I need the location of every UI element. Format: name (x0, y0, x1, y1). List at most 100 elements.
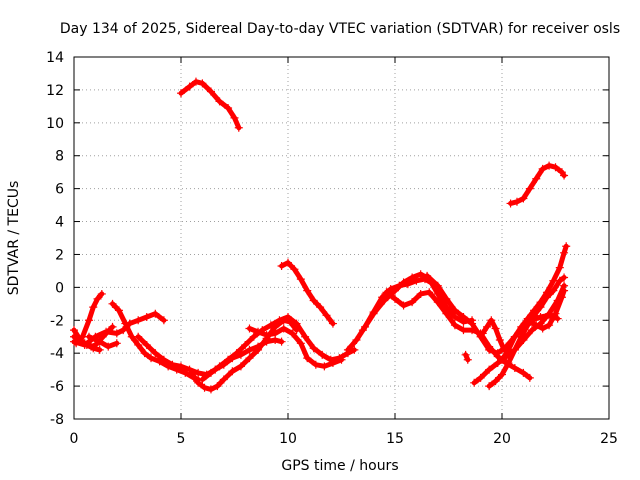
series-line (424, 273, 561, 356)
data-point-marker (224, 104, 233, 113)
data-point-marker (530, 306, 539, 315)
data-point-marker (245, 354, 254, 363)
series-arc23 (525, 286, 569, 333)
data-point-marker (290, 265, 299, 274)
data-point-marker (142, 312, 151, 321)
data-point-marker (408, 298, 417, 307)
data-point-marker (241, 340, 250, 349)
data-point-marker (134, 340, 143, 349)
data-point-marker (316, 303, 325, 312)
data-point-marker (303, 286, 312, 295)
data-point-marker (532, 174, 541, 183)
series-arc5 (84, 332, 121, 351)
x-tick-label: 20 (493, 431, 511, 447)
data-point-marker (545, 321, 554, 330)
data-point-marker (463, 355, 472, 364)
data-point-marker (108, 322, 117, 331)
data-point-marker (498, 370, 506, 379)
data-point-marker (560, 286, 569, 295)
data-point-marker (215, 362, 224, 371)
data-point-marker (318, 350, 327, 359)
data-point-marker (468, 319, 477, 328)
series-arc21 (498, 242, 571, 364)
data-point-marker (277, 261, 286, 270)
data-point-marker (112, 339, 121, 348)
data-point-marker (542, 288, 551, 297)
data-point-marker (84, 316, 93, 325)
data-point-marker (97, 289, 106, 298)
series-arc12 (277, 258, 337, 328)
data-point-marker (483, 322, 492, 331)
data-point-marker (551, 163, 560, 172)
data-point-marker (275, 316, 284, 325)
data-point-marker (95, 337, 104, 346)
data-point-marker (433, 281, 442, 290)
y-tick-label: 2 (55, 247, 64, 263)
data-point-marker (191, 77, 200, 86)
data-point-marker (560, 171, 569, 180)
series-line (499, 243, 569, 363)
data-point-marker (517, 322, 526, 331)
x-tick-label: 0 (70, 431, 79, 447)
y-axis-ticks: -8 -6 -4 -2 0 2 4 6 8 10 12 14 (46, 50, 609, 428)
x-tick-label: 5 (177, 431, 186, 447)
series-line (508, 163, 567, 206)
data-point-marker (536, 298, 545, 307)
data-point-marker (134, 332, 143, 341)
data-point-marker (219, 375, 228, 384)
data-point-marker (328, 359, 337, 368)
data-point-marker (206, 368, 215, 377)
data-point-marker (485, 382, 494, 391)
data-point-marker (442, 309, 451, 318)
y-tick-label: 4 (55, 215, 64, 231)
series-line (480, 317, 507, 353)
y-tick-label: -2 (50, 313, 64, 329)
data-point-marker (450, 321, 459, 330)
series-arc11 (177, 77, 243, 132)
data-point-marker (399, 301, 408, 310)
data-point-marker (423, 271, 432, 280)
data-point-marker (159, 316, 168, 325)
data-point-marker (89, 303, 98, 312)
data-point-marker (249, 332, 258, 341)
data-point-marker (177, 89, 185, 98)
data-point-marker (525, 184, 534, 193)
y-tick-label: 6 (55, 182, 64, 198)
series-arc18 (478, 316, 509, 354)
data-point-marker (538, 324, 547, 333)
data-point-marker (487, 316, 496, 325)
data-point-marker (416, 270, 425, 279)
data-point-marker (461, 350, 470, 359)
y-tick-label: 12 (46, 83, 64, 99)
data-point-marker (70, 332, 78, 341)
data-point-marker (506, 199, 515, 208)
data-series (70, 77, 571, 394)
grid-lines (74, 57, 609, 419)
data-point-marker (560, 248, 569, 257)
y-tick-label: 14 (46, 50, 64, 66)
data-point-marker (228, 367, 237, 376)
data-point-marker (380, 296, 389, 305)
data-point-marker (198, 375, 207, 384)
data-point-marker (352, 336, 361, 345)
data-point-marker (322, 311, 331, 320)
data-point-marker (151, 349, 160, 358)
data-point-marker (232, 349, 241, 358)
data-point-marker (104, 342, 113, 351)
plot-frame (73, 56, 610, 420)
data-point-marker (206, 385, 215, 394)
data-point-marker (87, 342, 96, 351)
data-point-marker (277, 337, 286, 346)
series-arc13 (343, 275, 438, 354)
data-point-marker (93, 294, 102, 303)
data-point-marker (266, 321, 275, 330)
series-arc17 (461, 350, 472, 364)
data-point-marker (303, 354, 312, 363)
data-point-marker (95, 345, 104, 354)
data-point-marker (560, 273, 569, 282)
data-point-marker (358, 326, 367, 335)
data-point-marker (510, 332, 519, 341)
data-point-marker (470, 378, 479, 387)
data-point-marker (320, 362, 329, 371)
data-point-marker (151, 309, 160, 318)
